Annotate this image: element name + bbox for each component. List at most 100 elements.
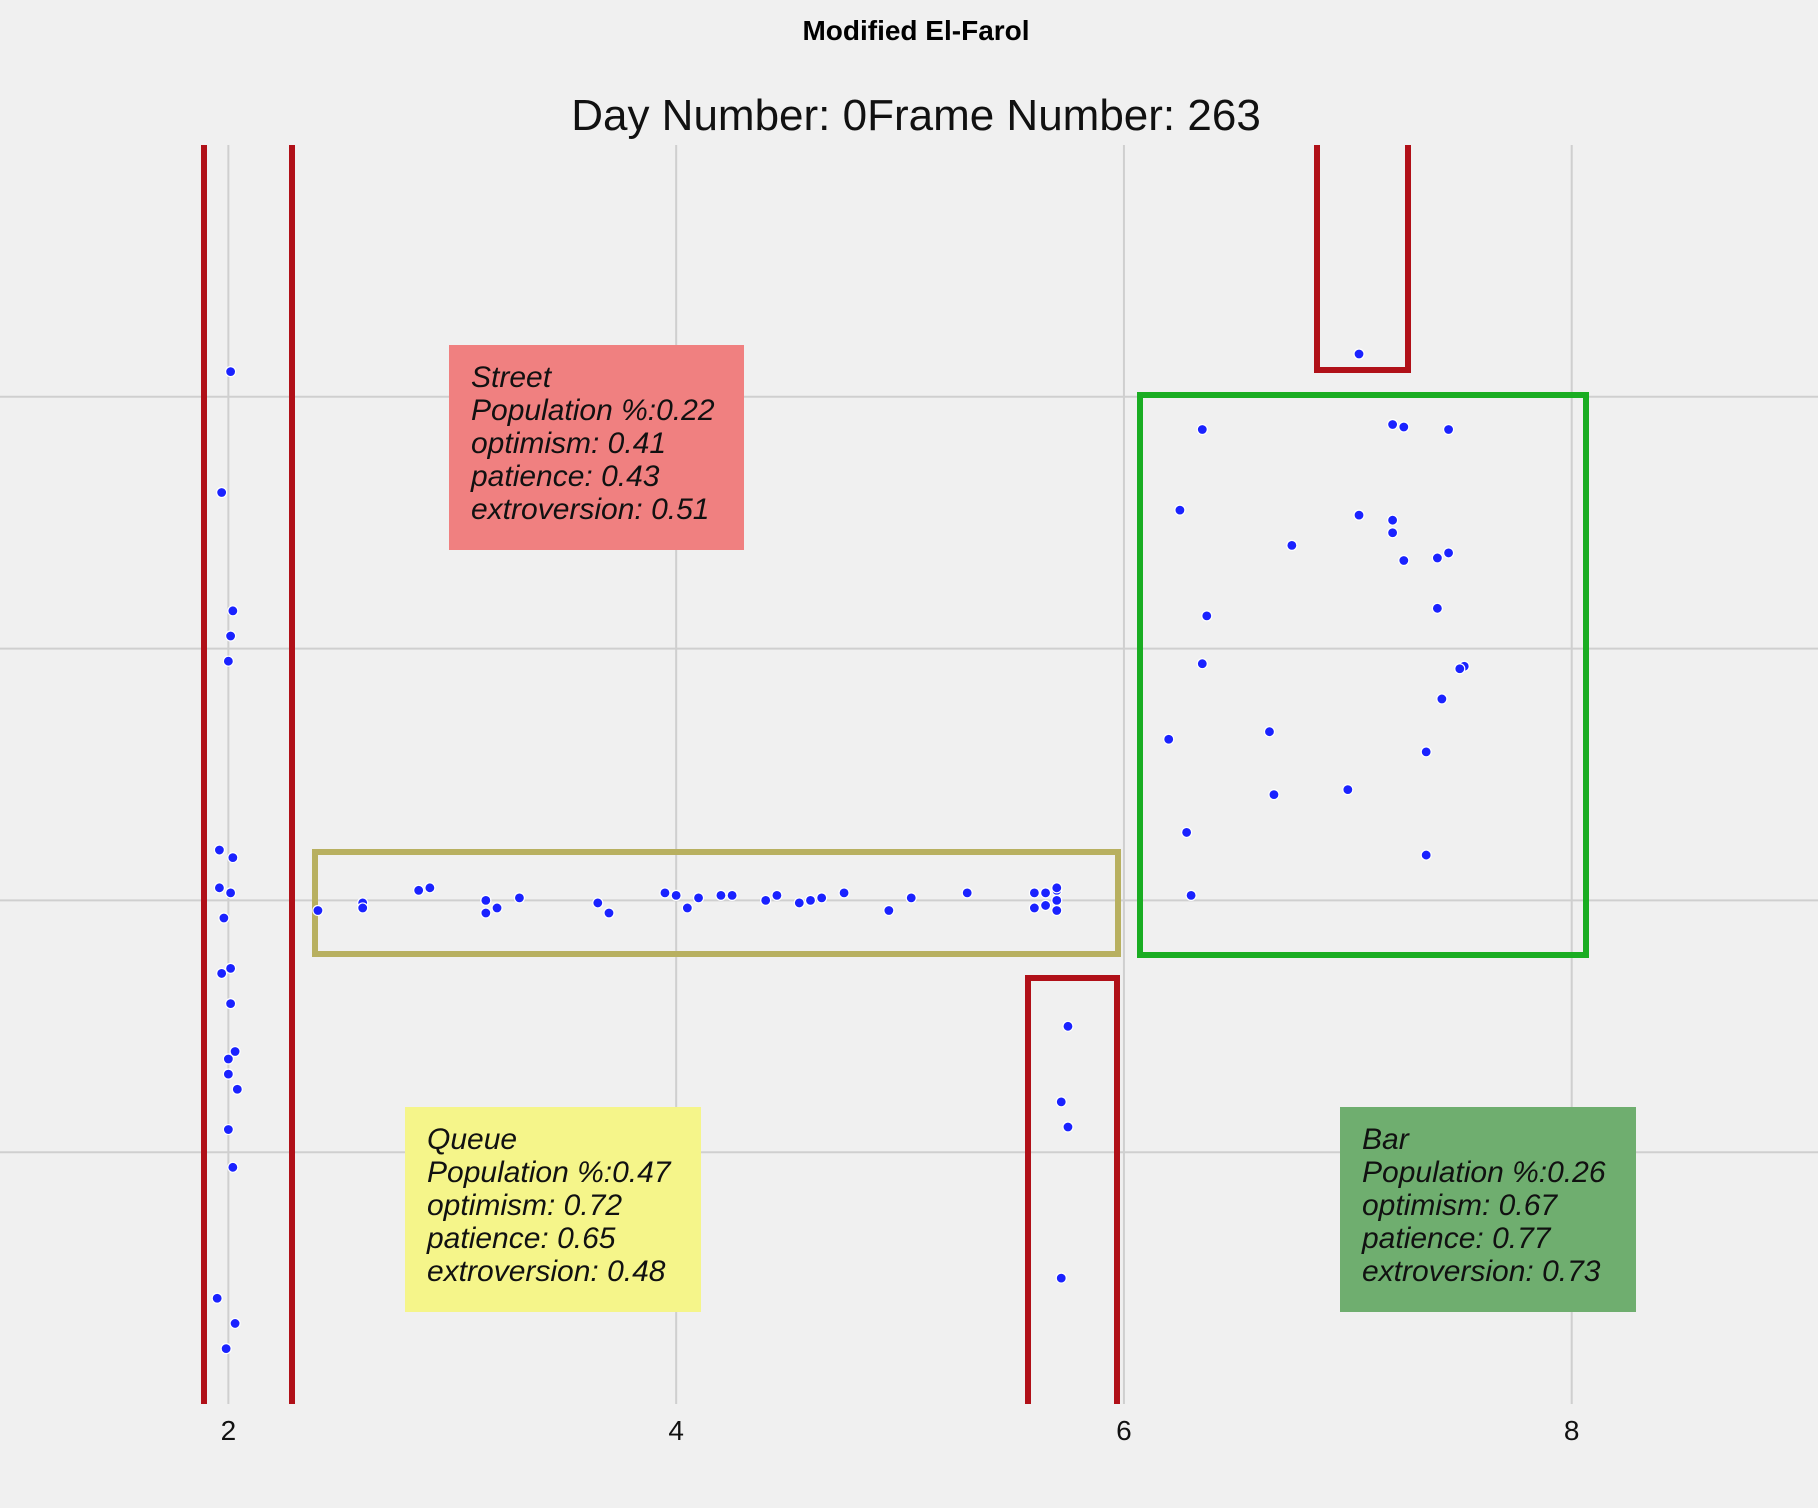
queue-region-border (312, 849, 1121, 957)
agent-point (229, 1045, 241, 1058)
agent-point (357, 902, 369, 914)
agent-point (220, 1343, 232, 1355)
agent-point (312, 904, 324, 917)
agent-point (670, 889, 682, 901)
agent-point (715, 889, 727, 901)
x-tick-label: 4 (668, 1415, 684, 1446)
agent-point (231, 1083, 243, 1095)
queue-annotation-line: extroversion: 0.48 (427, 1255, 666, 1288)
agent-point (225, 887, 237, 899)
agent-point (793, 897, 805, 909)
agent-point (1039, 887, 1052, 899)
agent-point (1028, 902, 1040, 914)
bar-annotation-line: optimism: 0.67 (1362, 1189, 1558, 1222)
bar-annotation-line: patience: 0.77 (1361, 1222, 1552, 1255)
bar-region-border (1137, 392, 1589, 958)
agent-point (1163, 733, 1175, 745)
agent-point (1353, 509, 1365, 521)
agent-point (225, 962, 237, 974)
queue-annotation-box (405, 1107, 701, 1312)
agent-point (760, 894, 772, 907)
agent-point (726, 889, 738, 901)
agent-point (1174, 504, 1186, 516)
agent-point (1431, 552, 1443, 564)
agent-point (222, 1053, 234, 1065)
agent-point (213, 882, 226, 894)
agent-point (222, 1123, 234, 1136)
x-tick-labels: 2 4 6 8 (221, 1415, 1580, 1446)
agent-point (659, 887, 671, 899)
agent-point (1028, 887, 1040, 899)
agent-point (1342, 784, 1354, 796)
bar-annotation-box (1340, 1107, 1636, 1312)
axes-title: Day Number: 0Frame Number: 263 (571, 91, 1261, 140)
bar-annotation-line: Population %:0.26 (1362, 1156, 1606, 1189)
bar-annotation-line: extroversion: 0.73 (1362, 1255, 1601, 1288)
street-annotation-box (449, 345, 744, 550)
agent-point (603, 907, 615, 919)
agent-point (1442, 547, 1455, 559)
agent-point (1196, 423, 1208, 436)
agent-point (225, 366, 237, 378)
agent-point (227, 1161, 239, 1173)
agent-point (771, 889, 783, 901)
agent-point (1268, 789, 1280, 801)
agent-point (1398, 421, 1410, 433)
agent-point (1442, 423, 1455, 436)
x-tick-label: 6 (1116, 1415, 1132, 1446)
agent-point (1420, 849, 1432, 861)
agent-point (218, 912, 230, 924)
agent-point (816, 892, 828, 904)
queue-annotation-line: Queue (427, 1123, 517, 1156)
agent-point (1055, 1272, 1067, 1284)
agent-point (1387, 527, 1399, 539)
street-annotation-line: Population %:0.22 (471, 394, 715, 427)
agent-point (883, 904, 895, 917)
x-tick-label: 8 (1564, 1415, 1580, 1446)
agent-point (692, 892, 705, 904)
agent-point (592, 897, 604, 909)
agent-points (211, 348, 1470, 1355)
agent-point (905, 892, 917, 904)
queue-annotation-line: patience: 0.65 (426, 1222, 616, 1255)
agent-point (1201, 610, 1213, 622)
agent-point (1353, 348, 1365, 360)
agent-point (1051, 882, 1063, 894)
agent-point (1051, 904, 1063, 917)
agent-point (491, 902, 503, 914)
agent-point (222, 655, 234, 667)
bottom-exit-channel (1025, 975, 1120, 1404)
agent-point (213, 844, 226, 856)
agent-point (1062, 1020, 1074, 1032)
agent-point (1185, 889, 1197, 901)
agent-point (222, 1068, 234, 1080)
agent-point (1055, 1096, 1067, 1108)
agent-point (229, 1317, 241, 1330)
agent-point (1286, 539, 1298, 551)
region-shapes (201, 145, 1589, 1404)
agent-point (1420, 746, 1432, 758)
street-annotation-line: optimism: 0.41 (471, 427, 666, 460)
agent-point (1454, 663, 1466, 675)
street-annotation-line: patience: 0.43 (470, 460, 660, 493)
street-annotation-line: Street (471, 361, 553, 394)
agent-point (413, 884, 425, 896)
agent-point (1398, 554, 1410, 567)
agent-point (225, 630, 237, 642)
agent-point (480, 907, 492, 919)
agent-point (227, 605, 239, 617)
street-annotation-line: extroversion: 0.51 (471, 493, 709, 526)
agent-point (211, 1292, 223, 1304)
agent-point (1039, 899, 1052, 912)
agent-point (424, 882, 436, 894)
x-tick-label: 2 (221, 1415, 237, 1446)
agent-point (1431, 602, 1443, 614)
agent-point (681, 902, 693, 914)
agent-point (838, 887, 850, 899)
agent-point (216, 486, 228, 499)
agent-point (1436, 693, 1448, 705)
